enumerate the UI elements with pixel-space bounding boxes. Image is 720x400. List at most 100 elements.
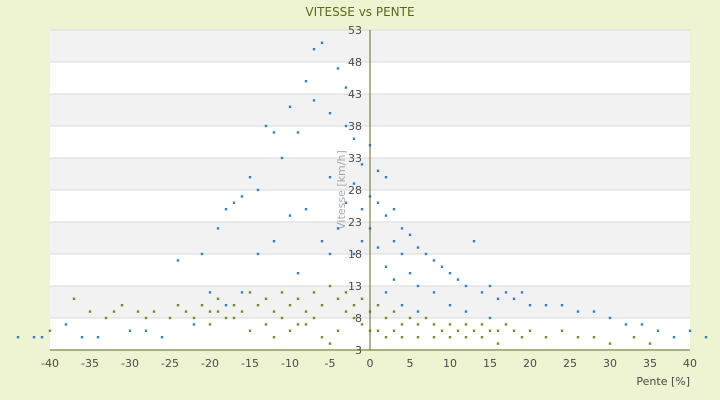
data-point-series-1 xyxy=(464,310,468,313)
data-point-series-1 xyxy=(192,323,196,326)
data-point-series-1 xyxy=(416,246,420,249)
data-point-series-1 xyxy=(384,214,388,217)
data-point-series-1 xyxy=(312,48,316,51)
data-point-series-1 xyxy=(344,124,348,128)
data-point-series-2 xyxy=(560,329,564,332)
data-point-series-2 xyxy=(576,336,580,339)
data-point-series-2 xyxy=(144,316,148,320)
data-point-series-1 xyxy=(328,176,332,179)
data-point-series-2 xyxy=(528,329,532,332)
data-point-series-1 xyxy=(496,297,500,300)
x-tick-label: 20 xyxy=(523,357,537,370)
x-tick-label: 5 xyxy=(407,357,414,370)
data-point-series-1 xyxy=(176,259,180,262)
data-point-series-2 xyxy=(440,329,444,332)
data-point-series-2 xyxy=(472,329,476,332)
data-point-series-2 xyxy=(248,329,252,332)
data-point-series-2 xyxy=(424,316,428,320)
data-point-series-1 xyxy=(224,304,228,307)
data-point-series-1 xyxy=(224,208,228,211)
data-point-series-2 xyxy=(312,291,316,294)
data-point-series-2 xyxy=(120,304,124,307)
data-point-series-2 xyxy=(520,336,524,339)
data-point-series-2 xyxy=(232,304,236,307)
data-point-series-2 xyxy=(496,342,500,345)
data-point-series-2 xyxy=(376,304,380,307)
data-point-series-1 xyxy=(32,336,36,339)
data-point-series-1 xyxy=(576,310,580,313)
data-point-series-2 xyxy=(152,310,156,313)
data-point-series-1 xyxy=(336,67,340,70)
x-tick-label: -40 xyxy=(41,357,59,370)
data-point-series-2 xyxy=(496,329,500,332)
x-tick-label: 15 xyxy=(483,357,497,370)
data-point-series-2 xyxy=(352,316,356,320)
y-tick-label: 38 xyxy=(348,120,362,133)
data-point-series-1 xyxy=(320,41,324,44)
y-tick-label: 28 xyxy=(348,184,362,197)
x-tick-labels: -40 -35 -30 -25 -20 -15 -10 -5 0 5 10 15 20 25 30 35 40 xyxy=(41,357,697,370)
data-point-series-2 xyxy=(336,329,340,332)
x-tick-label: 0 xyxy=(367,357,374,370)
data-point-series-1 xyxy=(344,86,348,89)
data-point-series-1 xyxy=(440,265,444,268)
data-point-series-2 xyxy=(408,316,412,320)
data-point-series-1 xyxy=(432,291,436,294)
data-point-series-2 xyxy=(208,310,212,313)
data-point-series-1 xyxy=(16,336,20,339)
data-point-series-2 xyxy=(336,297,340,300)
data-point-series-1 xyxy=(624,323,628,326)
data-point-series-2 xyxy=(632,336,636,339)
x-tick-label: -5 xyxy=(325,357,336,370)
data-point-series-1 xyxy=(304,80,308,83)
data-point-series-2 xyxy=(304,323,308,326)
data-point-series-1 xyxy=(392,240,396,243)
data-point-series-2 xyxy=(480,323,484,326)
data-point-series-1 xyxy=(200,252,204,256)
data-point-series-1 xyxy=(352,252,356,256)
data-point-series-1 xyxy=(400,227,404,230)
data-point-series-1 xyxy=(144,329,148,332)
data-point-series-2 xyxy=(104,316,108,320)
y-tick-label: 43 xyxy=(348,88,362,101)
data-point-series-2 xyxy=(448,323,452,326)
x-tick-label: 40 xyxy=(683,357,697,370)
data-point-series-1 xyxy=(296,131,300,134)
data-point-series-2 xyxy=(416,336,420,339)
data-point-series-2 xyxy=(296,297,300,300)
data-point-series-2 xyxy=(328,284,332,288)
data-point-series-1 xyxy=(208,291,212,294)
data-point-series-2 xyxy=(344,291,348,294)
data-point-series-1 xyxy=(96,336,100,339)
data-point-series-2 xyxy=(264,323,268,326)
data-point-series-2 xyxy=(200,304,204,307)
data-point-series-1 xyxy=(472,240,476,243)
data-point-series-1 xyxy=(640,323,644,326)
data-point-series-2 xyxy=(376,329,380,332)
data-point-series-1 xyxy=(376,169,380,172)
data-point-series-2 xyxy=(432,336,436,339)
data-point-series-1 xyxy=(416,284,420,288)
data-point-series-1 xyxy=(360,208,364,211)
data-point-series-1 xyxy=(264,124,268,128)
data-point-series-1 xyxy=(448,272,452,275)
data-point-series-1 xyxy=(256,188,260,192)
data-point-series-2 xyxy=(464,336,468,339)
data-point-series-1 xyxy=(408,233,412,236)
data-point-series-2 xyxy=(328,342,332,345)
data-point-series-2 xyxy=(88,310,92,313)
y-tick-label: 53 xyxy=(348,24,362,37)
data-point-series-2 xyxy=(72,297,76,300)
data-point-series-1 xyxy=(304,208,308,211)
data-point-series-1 xyxy=(408,272,412,275)
data-point-series-2 xyxy=(168,316,172,320)
data-point-series-1 xyxy=(320,240,324,243)
data-point-series-2 xyxy=(176,304,180,307)
data-point-series-2 xyxy=(136,310,140,313)
chart-title: VITESSE vs PENTE xyxy=(305,5,414,19)
data-point-series-1 xyxy=(656,329,660,332)
data-point-series-2 xyxy=(232,316,236,320)
data-point-series-1 xyxy=(272,131,276,134)
data-point-series-2 xyxy=(48,329,52,332)
data-point-series-1 xyxy=(528,304,532,307)
